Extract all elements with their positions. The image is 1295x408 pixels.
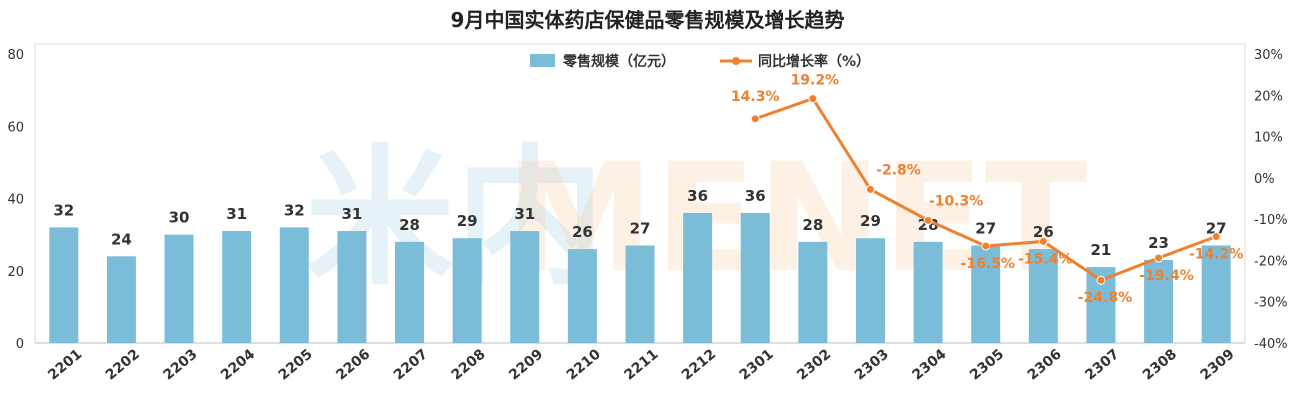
growth-rate-label: 19.2% (791, 73, 840, 89)
x-tick-label: 2207 (391, 346, 431, 383)
bar (798, 241, 828, 343)
bar (164, 234, 194, 343)
x-tick-label: 2302 (794, 346, 834, 383)
x-tick-label: 2209 (506, 346, 546, 383)
growth-rate-label: 14.3% (731, 89, 780, 105)
growth-rate-label: -19.4% (1139, 268, 1193, 284)
right-axis-tick-label: 20% (1254, 89, 1283, 104)
x-tick-label: 2202 (103, 346, 143, 383)
bar-value-label: 32 (53, 201, 74, 219)
growth-rate-point (923, 215, 933, 225)
x-tick-label: 2205 (276, 346, 316, 383)
bar-value-label: 31 (226, 205, 247, 223)
bar-value-label: 26 (572, 223, 593, 241)
bar-value-label: 23 (1148, 234, 1169, 252)
right-axis-tick-label: 0% (1254, 172, 1275, 187)
right-axis-tick-label: 10% (1254, 131, 1283, 146)
bar (971, 245, 1001, 343)
bar-value-label: 27 (975, 219, 996, 237)
x-tick-label: 2203 (160, 346, 200, 383)
left-axis-tick-label: 80 (7, 48, 24, 63)
right-axis-tick-label: -40% (1254, 337, 1288, 352)
growth-rate-label: -14.2% (1189, 246, 1243, 262)
bar (279, 227, 309, 343)
bar-value-label: 28 (802, 216, 823, 234)
growth-rate-point (1154, 253, 1164, 263)
bar-value-label: 24 (111, 230, 132, 248)
bar (855, 238, 885, 343)
left-axis-tick-label: 20 (7, 265, 24, 280)
right-axis-tick-label: -30% (1254, 296, 1288, 311)
legend-bar-swatch (530, 54, 555, 67)
x-tick-label: 2206 (333, 346, 373, 383)
growth-rate-label: -16.5% (961, 256, 1015, 272)
x-tick-label: 2204 (218, 346, 258, 383)
growth-rate-label: -15.4% (1018, 251, 1072, 267)
chart-title: 9月中国实体药店保健品零售规模及增长趋势 (450, 8, 845, 32)
right-axis-tick-label: -20% (1254, 254, 1288, 269)
bar-value-label: 27 (1206, 219, 1227, 237)
bar-value-label: 29 (457, 212, 478, 230)
x-tick-label: 2210 (564, 346, 604, 383)
bar (222, 231, 252, 343)
left-axis-tick-label: 40 (7, 193, 24, 208)
bar-value-label: 27 (630, 219, 651, 237)
bar (49, 227, 79, 343)
bar (337, 231, 367, 343)
growth-rate-label: -10.3% (929, 193, 983, 209)
bar (625, 245, 655, 343)
x-tick-label: 2303 (852, 346, 892, 383)
legend-line-label: 同比增长率（%） (758, 53, 870, 70)
growth-rate-label: -2.8% (876, 162, 921, 178)
bar-value-label: 31 (341, 205, 362, 223)
left-axis-tick-label: 0 (16, 337, 24, 352)
bar (106, 256, 136, 343)
growth-rate-label: -24.8% (1078, 290, 1132, 306)
left-axis-tick-label: 60 (7, 120, 24, 135)
x-tick-label: 2309 (1198, 346, 1238, 383)
x-tick-label: 2306 (1025, 346, 1065, 383)
growth-rate-point (750, 114, 760, 124)
growth-rate-point (1211, 231, 1221, 241)
right-axis-tick-label: -10% (1254, 213, 1288, 228)
bar (1201, 245, 1231, 343)
bar-value-label: 36 (687, 187, 708, 205)
growth-rate-point (1038, 236, 1048, 246)
bar (740, 212, 770, 343)
bar-value-label: 30 (169, 209, 190, 227)
bar-value-label: 29 (860, 212, 881, 230)
legend-line-marker (732, 57, 740, 65)
legend-bar-label: 零售规模（亿元） (562, 53, 675, 70)
x-tick-label: 2201 (45, 346, 85, 383)
bar (395, 241, 425, 343)
x-tick-label: 2308 (1140, 346, 1180, 383)
bar (913, 241, 943, 343)
x-tick-label: 2305 (967, 346, 1007, 383)
growth-rate-point (1096, 275, 1106, 285)
x-tick-label: 2211 (621, 346, 661, 383)
x-tick-label: 2307 (1082, 346, 1122, 383)
x-tick-label: 2212 (679, 346, 719, 383)
bar (1028, 249, 1058, 343)
bar-value-label: 26 (1033, 223, 1054, 241)
growth-rate-point (981, 241, 991, 251)
bar (683, 212, 713, 343)
bar (1144, 259, 1174, 343)
bar-value-label: 21 (1091, 241, 1112, 259)
bar (567, 249, 597, 343)
bar-value-label: 32 (284, 201, 305, 219)
bar (452, 238, 482, 343)
x-tick-label: 2304 (909, 346, 949, 383)
x-tick-label: 2301 (737, 346, 777, 383)
x-tick-label: 2208 (449, 346, 489, 383)
growth-rate-point (865, 184, 875, 194)
bar (510, 231, 540, 343)
bar-value-label: 28 (399, 216, 420, 234)
bar-value-label: 36 (745, 187, 766, 205)
growth-rate-point (808, 94, 818, 104)
right-axis-tick-label: 30% (1254, 48, 1283, 63)
bar-value-label: 31 (514, 205, 535, 223)
